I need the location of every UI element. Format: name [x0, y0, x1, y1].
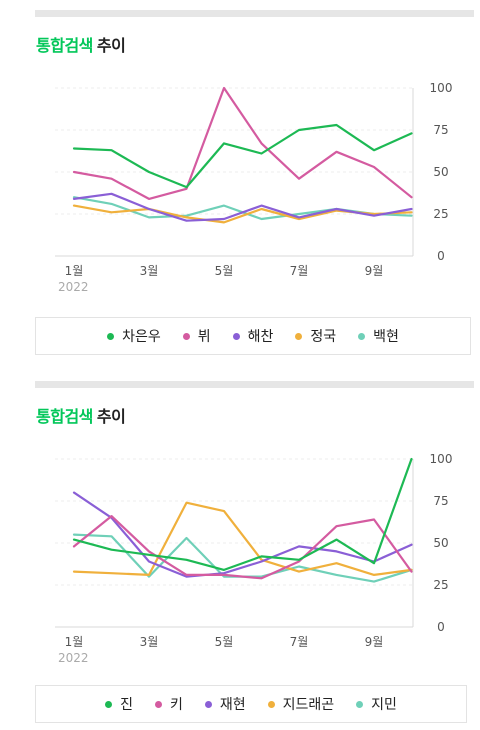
- y-tick-label: 100: [430, 452, 453, 466]
- x-tick-label: 3월: [140, 264, 159, 278]
- x-tick-label: 1월: [65, 635, 84, 649]
- panel-2-top-divider: [35, 381, 474, 388]
- x-tick-label: 5월: [215, 635, 234, 649]
- legend-label: 진: [120, 697, 133, 713]
- x-tick-label: 3월: [140, 635, 159, 649]
- legend-dot-icon: [107, 332, 115, 340]
- legend-item: 지드래곤: [267, 694, 335, 714]
- legend-dot-icon: [154, 700, 162, 708]
- legend-item: 진: [105, 694, 133, 714]
- x-tick-label: 9월: [365, 264, 384, 278]
- legend-label: 뷔: [197, 329, 211, 345]
- legend-label: 키: [169, 697, 183, 713]
- legend-dot-icon: [204, 700, 212, 708]
- series-line: [72, 491, 413, 578]
- y-tick-label: 25: [433, 578, 448, 592]
- y-tick-label: 50: [433, 165, 448, 179]
- panel-2-title: 통합검색 추이: [36, 403, 126, 427]
- legend-label: 재현: [219, 697, 246, 713]
- y-tick-label: 75: [433, 494, 448, 508]
- panel-2-legend: 진 키 재현 지드래곤 지민: [35, 685, 467, 723]
- x-tick-label: 7월: [290, 264, 309, 278]
- series-line: [72, 457, 413, 571]
- legend-item: 정국: [295, 326, 336, 346]
- panel-1-title-rest: 추이: [96, 36, 126, 55]
- legend-dot-icon: [182, 332, 190, 340]
- legend-dot-icon: [358, 332, 366, 340]
- panel-2-line-chart: 0 25 50 75 100 1월 3월 5월 7월 9월 2022: [55, 452, 453, 665]
- legend-dot-icon: [105, 700, 113, 708]
- legend-item: 지민: [356, 694, 397, 714]
- legend-item: 뷔: [182, 326, 211, 346]
- x-tick-label: 5월: [215, 264, 234, 278]
- panel-1-title: 통합검색 추이: [36, 32, 126, 56]
- panel-2-title-rest: 추이: [96, 407, 126, 426]
- legend-label: 지드래곤: [282, 697, 335, 713]
- legend-item: 재현: [204, 694, 246, 714]
- x-tick-label: 1월: [65, 264, 84, 278]
- legend-dot-icon: [267, 700, 275, 708]
- legend-label: 정국: [310, 329, 337, 345]
- x-year-label: 2022: [58, 651, 89, 665]
- legend-dot-icon: [356, 700, 364, 708]
- y-tick-label: 0: [437, 249, 445, 263]
- legend-item: 해찬: [232, 326, 274, 346]
- y-tick-label: 0: [437, 620, 445, 634]
- legend-item: 차은우: [107, 326, 161, 346]
- x-tick-label: 7월: [290, 635, 309, 649]
- legend-dot-icon: [232, 332, 240, 340]
- series-line: [72, 515, 413, 580]
- y-tick-label: 100: [430, 81, 453, 95]
- series-line: [72, 86, 413, 200]
- y-tick-label: 25: [433, 207, 448, 221]
- panel-1-top-divider: [35, 10, 474, 17]
- panel-1-line-chart: 0 25 50 75 100 1월 3월 5월 7월 9월 2022: [55, 81, 453, 294]
- x-tick-label: 9월: [365, 635, 384, 649]
- legend-dot-icon: [295, 332, 303, 340]
- series-line: [72, 192, 413, 222]
- series-line: [72, 501, 413, 576]
- legend-label: 지민: [371, 697, 397, 713]
- panel-1-legend: 차은우 뷔 해찬 정국 백현: [35, 317, 471, 355]
- legend-item: 백현: [358, 326, 399, 346]
- x-year-label: 2022: [58, 280, 89, 294]
- series-line: [72, 123, 413, 189]
- y-tick-label: 50: [433, 536, 448, 550]
- y-tick-label: 75: [433, 123, 448, 137]
- legend-label: 해찬: [247, 329, 274, 345]
- panel-1-title-accent: 통합검색: [36, 36, 93, 55]
- panel-2-title-accent: 통합검색: [36, 407, 93, 426]
- legend-item: 키: [154, 694, 183, 714]
- legend-label: 차은우: [122, 329, 161, 345]
- legend-label: 백현: [373, 329, 399, 345]
